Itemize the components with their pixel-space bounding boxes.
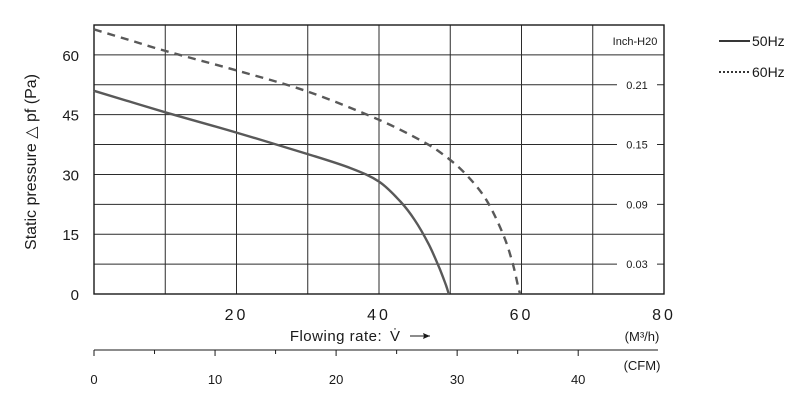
cfm-axis-unit: (CFM) <box>624 358 661 373</box>
cfm-axis: 0 10 20 30 40 (CFM) <box>90 349 661 387</box>
x-tick-label: 60 <box>510 307 534 324</box>
y-tick-label: 0 <box>71 287 79 304</box>
tick-label-background <box>617 136 657 153</box>
secondary-y-tick-label: 0.09 <box>626 199 647 211</box>
cfm-tick-label: 20 <box>329 372 343 387</box>
y-tick-label: 30 <box>62 167 79 184</box>
x-tick-label: 40 <box>367 307 391 324</box>
tick-label-background <box>617 196 657 213</box>
legend-label-60hz: 60Hz <box>752 64 785 80</box>
legend: 50Hz 60Hz <box>719 33 785 80</box>
cfm-tick-label: 0 <box>90 372 97 387</box>
plot-border <box>93 24 665 295</box>
cfm-tick-label: 10 <box>208 372 222 387</box>
y-tick-labels: 0 15 30 45 60 <box>62 48 79 304</box>
secondary-y-tick-label: 0.15 <box>626 140 647 152</box>
legend-label-50hz: 50Hz <box>752 33 785 49</box>
series-layer <box>93 28 522 295</box>
x-tick-label: 80 <box>652 307 676 324</box>
plot-frame <box>93 24 665 295</box>
y-tick-label: 60 <box>62 48 79 65</box>
x-axis-title-symbol: V̇ <box>390 328 400 345</box>
tick-label-background <box>617 76 657 93</box>
tick-label-background <box>617 256 657 273</box>
cfm-tick-label: 40 <box>571 372 585 387</box>
x-tick-labels: 20 40 60 80 <box>225 307 676 324</box>
secondary-y-tick-labels: 0.03 0.09 0.15 0.21 <box>617 76 657 273</box>
cfm-tick-label: 30 <box>450 372 464 387</box>
secondary-y-axis-title: Inch-H20 <box>613 36 658 48</box>
x-tick-label: 20 <box>225 307 249 324</box>
y-axis-title: Static pressure △ pf (Pa) <box>23 74 40 250</box>
x-axis-title-text: Flowing rate: <box>290 328 382 345</box>
y-tick-label: 15 <box>62 227 79 244</box>
x-axis-title: Flowing rate: V̇ <box>290 328 430 345</box>
series-line-60hz <box>93 28 522 295</box>
grid-lines <box>94 25 664 294</box>
secondary-y-tick-label: 0.21 <box>626 80 647 92</box>
arrow-right-icon <box>410 333 430 339</box>
secondary-y-tick-label: 0.03 <box>626 259 647 271</box>
x-axis-unit: (M³/h) <box>625 329 660 344</box>
y-tick-label: 45 <box>62 108 79 125</box>
series-line-50hz <box>93 89 450 295</box>
